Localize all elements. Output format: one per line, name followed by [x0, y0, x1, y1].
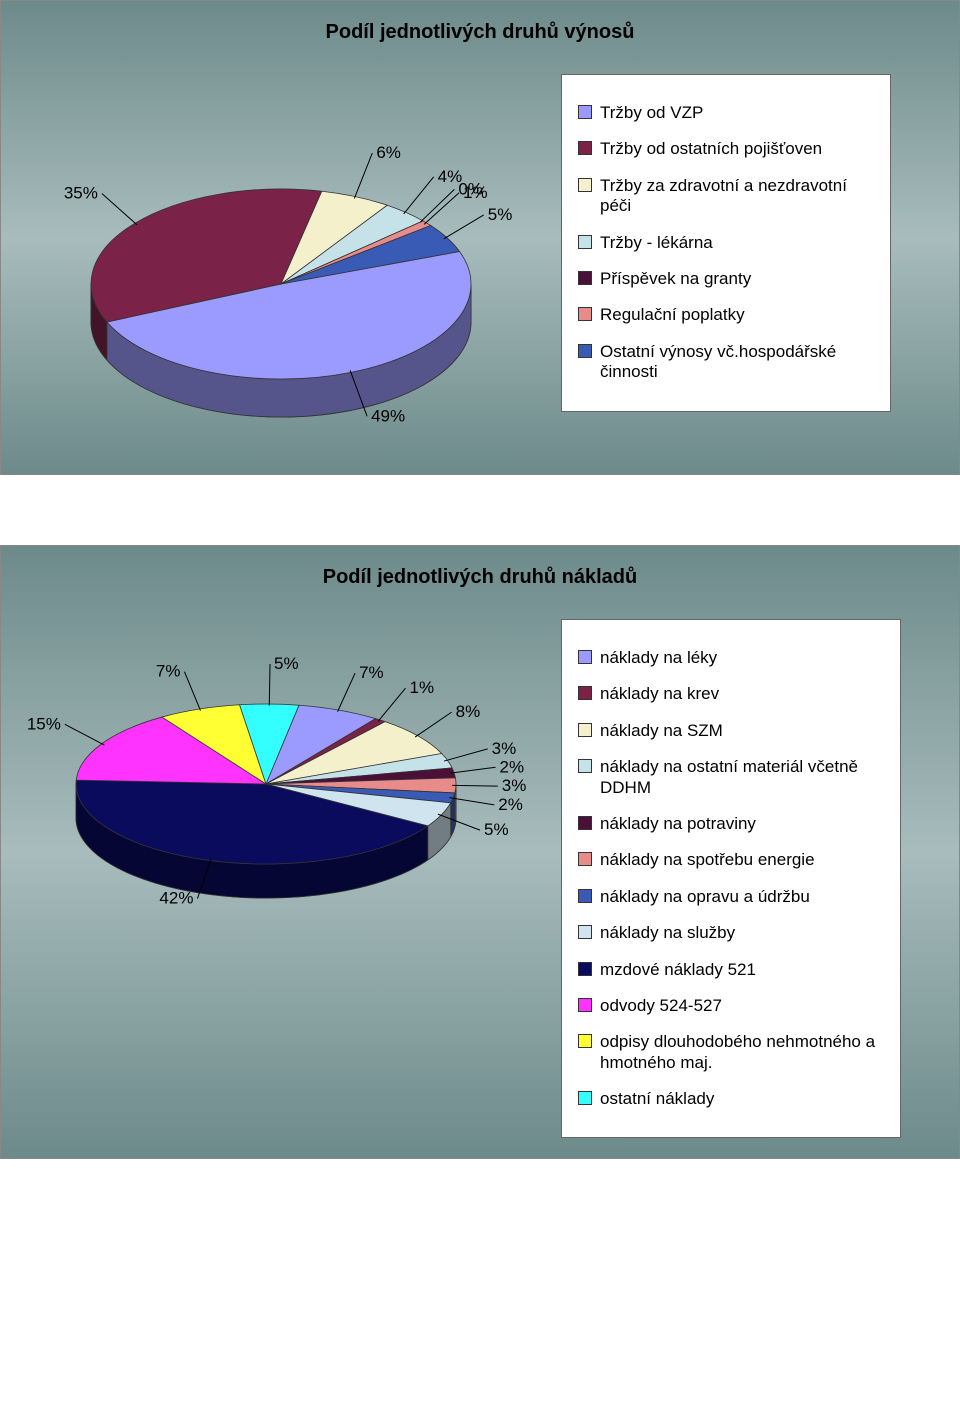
legend-entry: ostatní náklady — [578, 1089, 884, 1109]
legend-swatch — [578, 759, 592, 773]
legend-entry: náklady na opravu a údržbu — [578, 887, 884, 907]
pie-chart-cost: 7%1%8%3%2%3%2%5%42%15%7%5% — [21, 619, 541, 979]
legend-swatch — [578, 816, 592, 830]
legend-label: odpisy dlouhodobého nehmotného a hmotnéh… — [600, 1032, 884, 1073]
legend-entry: náklady na léky — [578, 648, 884, 668]
slice-pct-label: 5% — [274, 654, 299, 673]
legend-swatch — [578, 650, 592, 664]
legend-swatch — [578, 271, 592, 285]
legend-entry: náklady na ostatní materiál včetně DDHM — [578, 757, 884, 798]
chart1-title: Podíl jednotlivých druhů výnosů — [21, 21, 939, 44]
legend-label: náklady na krev — [600, 684, 719, 704]
slice-pct-label: 8% — [456, 702, 481, 721]
slice-pct-label: 7% — [359, 663, 384, 682]
slice-pct-label: 2% — [500, 757, 525, 776]
legend-swatch — [578, 1091, 592, 1105]
legend-swatch — [578, 178, 592, 192]
legend-label: náklady na spotřebu energie — [600, 850, 815, 870]
legend-entry: Příspěvek na granty — [578, 269, 874, 289]
slice-pct-label: 2% — [498, 795, 523, 814]
slice-pct-label: 5% — [488, 205, 513, 224]
legend-swatch — [578, 344, 592, 358]
slice-pct-label: 35% — [64, 184, 98, 203]
legend-swatch — [578, 925, 592, 939]
legend-swatch — [578, 235, 592, 249]
legend-entry: Tržby - lékárna — [578, 233, 874, 253]
legend-label: náklady na SZM — [600, 721, 723, 741]
legend-label: odvody 524-527 — [600, 996, 722, 1016]
legend-entry: Tržby od VZP — [578, 103, 874, 123]
legend-entry: náklady na potraviny — [578, 814, 884, 834]
slice-pct-label: 42% — [159, 889, 193, 908]
cost-panel: Podíl jednotlivých druhů nákladů 7% 1% 8% 3… — [0, 545, 960, 1159]
legend-label: náklady na léky — [600, 648, 717, 668]
legend-entry: náklady na služby — [578, 923, 884, 943]
legend-swatch — [578, 962, 592, 976]
pie-chart-revenue: 49%35%6%4%0%1%5% — [21, 74, 541, 454]
slice-pct-label: 7% — [156, 662, 181, 681]
legend-entry: mzdové náklady 521 — [578, 960, 884, 980]
chart2-legend: náklady na léky náklady na krev náklady na… — [561, 619, 901, 1138]
legend-label: náklady na ostatní materiál včetně DDHM — [600, 757, 884, 798]
legend-label: Tržby od ostatních pojišťoven — [600, 139, 822, 159]
legend-swatch — [578, 105, 592, 119]
legend-label: náklady na služby — [600, 923, 735, 943]
legend-label: náklady na opravu a údržbu — [600, 887, 810, 907]
legend-label: Tržby od VZP — [600, 103, 703, 123]
legend-entry: odpisy dlouhodobého nehmotného a hmotnéh… — [578, 1032, 884, 1073]
slice-pct-label: 3% — [502, 776, 527, 795]
legend-swatch — [578, 889, 592, 903]
legend-label: náklady na potraviny — [600, 814, 756, 834]
slice-pct-label: 49% — [371, 406, 405, 425]
legend-swatch — [578, 852, 592, 866]
legend-entry: Tržby od ostatních pojišťoven — [578, 139, 874, 159]
legend-entry: náklady na krev — [578, 684, 884, 704]
slice-pct-label: 5% — [484, 820, 509, 839]
legend-swatch — [578, 1034, 592, 1048]
slice-pct-label: 3% — [492, 739, 517, 758]
legend-swatch — [578, 141, 592, 155]
legend-swatch — [578, 723, 592, 737]
legend-label: Příspěvek na granty — [600, 269, 751, 289]
slice-pct-label: 6% — [376, 143, 401, 162]
legend-entry: odvody 524-527 — [578, 996, 884, 1016]
chart1-area: 49%35%6%4%0%1%5% — [21, 74, 541, 454]
slice-pct-label: 15% — [27, 714, 61, 733]
legend-entry: náklady na spotřebu energie — [578, 850, 884, 870]
legend-entry: náklady na SZM — [578, 721, 884, 741]
chart1-legend: Tržby od VZP Tržby od ostatních pojišťove… — [561, 74, 891, 412]
legend-entry: Tržby za zdravotní a nezdravotní péči — [578, 176, 874, 217]
slice-pct-label: 1% — [463, 183, 488, 202]
legend-entry: Regulační poplatky — [578, 305, 874, 325]
slice-pct-label: 1% — [410, 678, 435, 697]
legend-entry: Ostatní výnosy vč.hospodářské činnosti — [578, 342, 874, 383]
legend-label: ostatní náklady — [600, 1089, 714, 1109]
legend-label: Tržby za zdravotní a nezdravotní péči — [600, 176, 874, 217]
legend-swatch — [578, 307, 592, 321]
legend-swatch — [578, 686, 592, 700]
legend-label: Regulační poplatky — [600, 305, 745, 325]
chart2-title: Podíl jednotlivých druhů nákladů — [21, 566, 939, 589]
legend-label: mzdové náklady 521 — [600, 960, 756, 980]
legend-swatch — [578, 998, 592, 1012]
legend-label: Tržby - lékárna — [600, 233, 713, 253]
chart2-area: 7%1%8%3%2%3%2%5%42%15%7%5% — [21, 619, 541, 979]
legend-label: Ostatní výnosy vč.hospodářské činnosti — [600, 342, 874, 383]
revenue-panel: Podíl jednotlivých druhů výnosů 49% 35% 6%… — [0, 0, 960, 475]
